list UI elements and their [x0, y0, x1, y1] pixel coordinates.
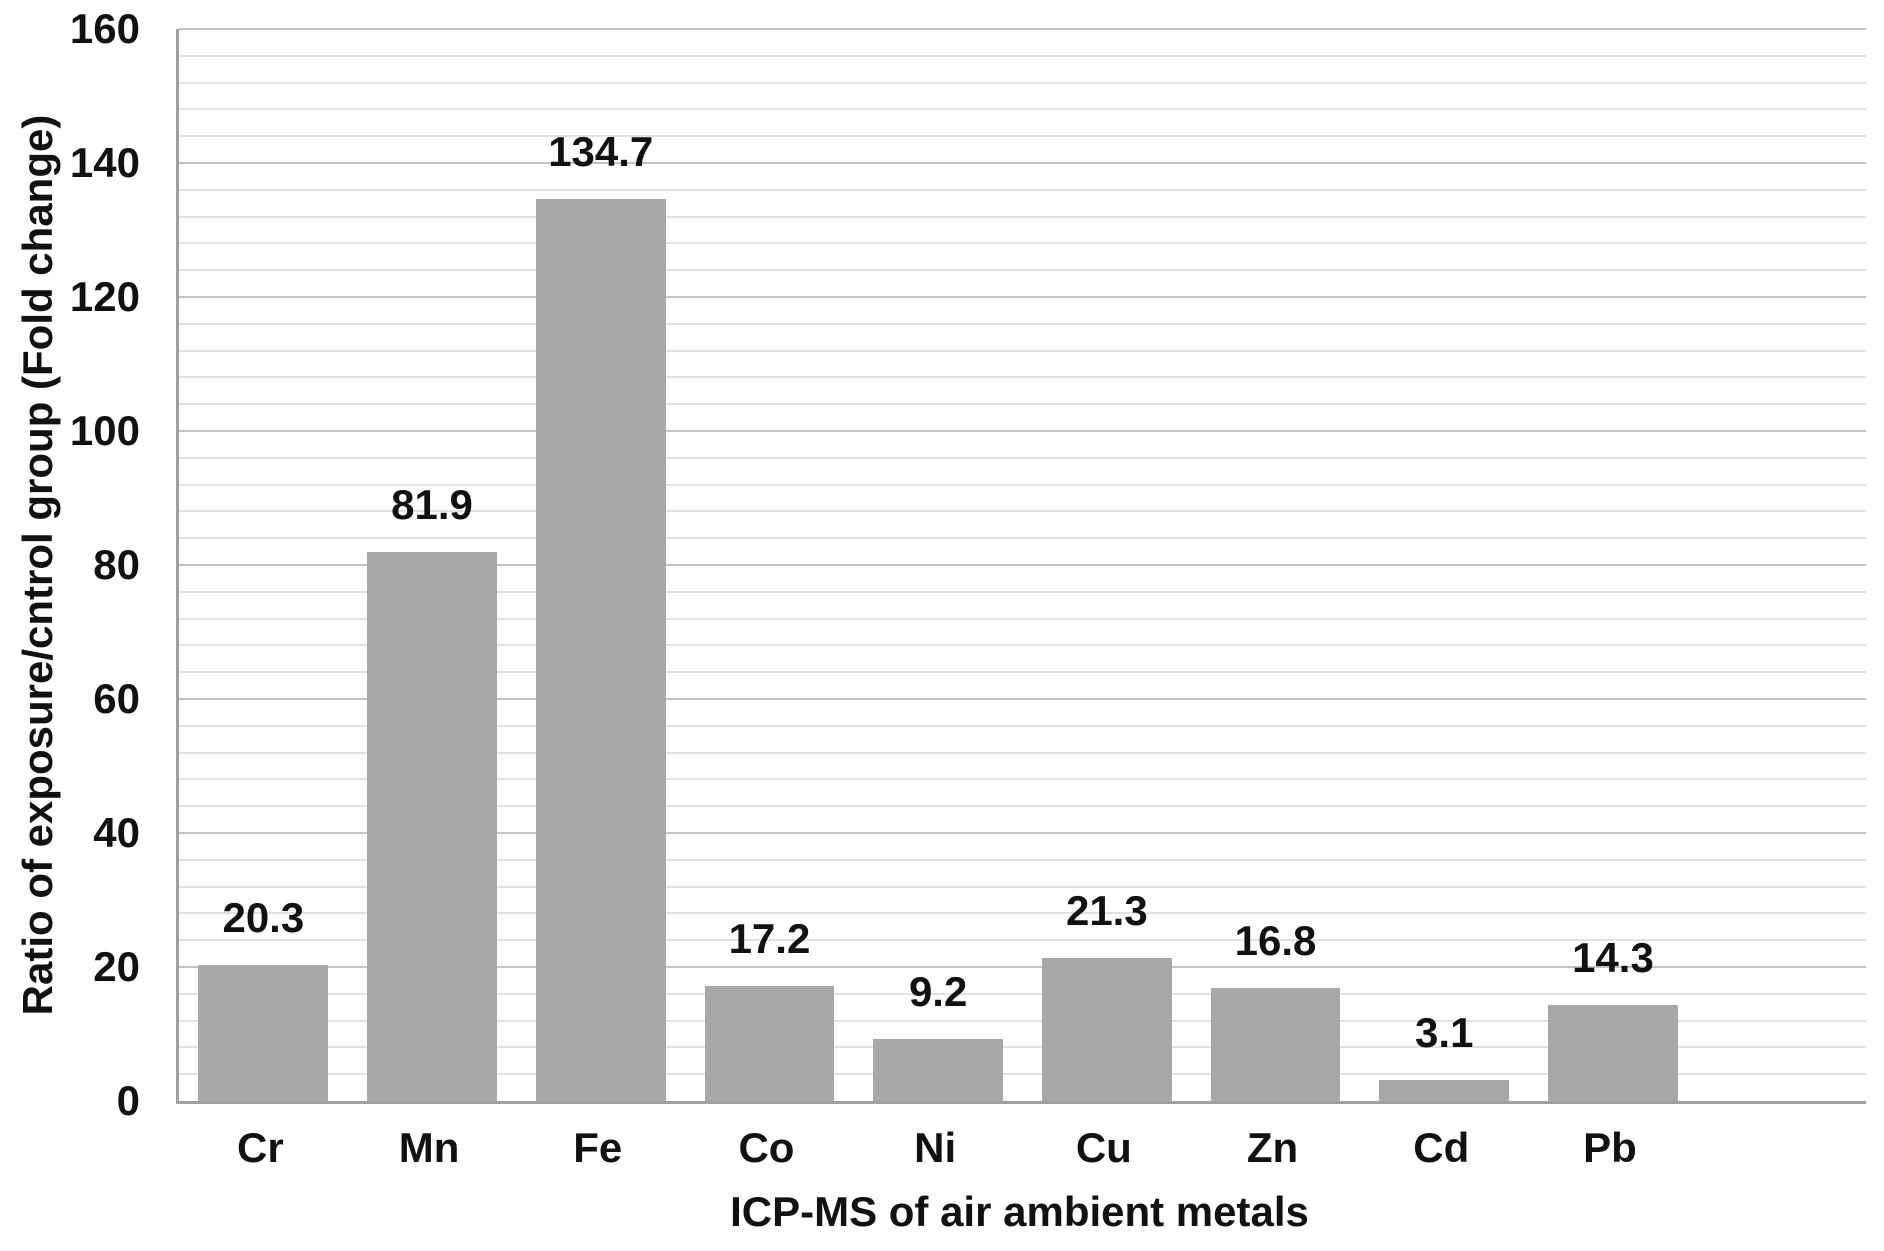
bar-Pb	[1548, 1005, 1678, 1101]
gridline-minor	[179, 188, 1866, 191]
bar-value-label: 16.8	[1234, 917, 1317, 965]
gridline-major	[179, 966, 1866, 968]
gridline-major	[179, 564, 1866, 566]
bar-Fe	[535, 198, 666, 1101]
bar-value-label: 9.2	[908, 968, 968, 1016]
gridline-major	[179, 698, 1866, 700]
gridline-minor	[179, 992, 1866, 995]
gridline-minor	[179, 54, 1866, 57]
x-axis-title: ICP-MS of air ambient metals	[730, 1188, 1309, 1235]
y-tick-label: 0	[116, 1077, 140, 1124]
gridline-minor	[179, 858, 1866, 861]
gridline-minor	[179, 483, 1866, 486]
x-axis-category-labels: Cr Mn Fe Co Ni Cu Zn Cd Pb	[176, 1124, 1863, 1176]
gridline-minor	[179, 671, 1866, 674]
y-tick-label: 140	[69, 139, 140, 186]
x-category-label: Pb	[1583, 1124, 1637, 1171]
gridline-minor	[179, 912, 1866, 915]
gridline-minor	[179, 778, 1866, 781]
x-category-label: Cr	[237, 1124, 284, 1171]
y-tick-label: 20	[93, 943, 140, 990]
x-category-label: Mn	[398, 1124, 460, 1171]
bar-value-label: 14.3	[1572, 934, 1654, 982]
gridline-minor	[179, 81, 1866, 84]
y-axis-tick-labels: 0 20 40 60 80 100 120 140 160	[0, 7, 140, 1123]
gridline-minor	[179, 456, 1866, 459]
x-category-label: Zn	[1246, 1124, 1299, 1171]
gridline-major	[179, 430, 1866, 432]
x-category-label: Ni	[914, 1124, 957, 1171]
bar-Mn	[367, 552, 497, 1101]
gridline-minor	[179, 724, 1866, 727]
y-tick-label: 100	[69, 407, 140, 454]
gridline-minor	[179, 376, 1866, 379]
gridline-major	[179, 296, 1866, 298]
x-category-label: Fe	[573, 1124, 623, 1171]
x-category-label: Cu	[1075, 1124, 1132, 1171]
bar-value-label: 81.9	[391, 481, 473, 529]
gridline-minor	[179, 939, 1866, 942]
gridline-minor	[179, 805, 1866, 808]
gridline-minor	[179, 751, 1866, 754]
gridline-minor	[179, 215, 1866, 218]
bar-Zn	[1210, 988, 1341, 1101]
gridline-minor	[179, 537, 1866, 540]
gridline-minor	[179, 644, 1866, 647]
gridline-minor	[179, 1046, 1866, 1049]
bar-value-label: 3.1	[1415, 1009, 1474, 1057]
gridline-minor	[179, 1073, 1866, 1076]
bar-Cu	[1041, 958, 1172, 1101]
plot-area: 20.3 81.9 134.7 17.2 9.2 21.3 16.8 3.1 14.3	[176, 28, 1866, 1104]
gridline-minor	[179, 242, 1866, 245]
gridline-minor	[179, 885, 1866, 888]
gridline-minor	[179, 322, 1866, 325]
gridline-minor	[179, 269, 1866, 272]
gridline-minor	[179, 1019, 1866, 1022]
x-category-label: Co	[738, 1124, 795, 1171]
gridline-minor	[179, 108, 1866, 111]
y-tick-label: 160	[69, 5, 140, 52]
x-category-label: Cd	[1413, 1124, 1470, 1171]
bar-Cd	[1379, 1080, 1510, 1101]
gridline-minor	[179, 617, 1866, 620]
bar-Ni	[873, 1039, 1004, 1101]
gridline-minor	[179, 403, 1866, 406]
y-tick-label: 120	[69, 273, 140, 320]
bar-value-label: 134.7	[548, 127, 654, 175]
gridline-minor	[179, 590, 1866, 593]
bar-value-label: 17.2	[728, 914, 811, 962]
gridline-major	[179, 162, 1866, 164]
bar-value-label: 21.3	[1065, 887, 1148, 935]
gridline-minor	[179, 135, 1866, 138]
gridline-major	[179, 832, 1866, 834]
gridline-minor	[179, 349, 1866, 352]
y-tick-label: 40	[93, 809, 140, 856]
bar-Cr	[198, 965, 329, 1101]
gridline-minor	[179, 510, 1866, 513]
bar-value-label: 20.3	[222, 894, 305, 941]
gridline-major	[179, 28, 1866, 30]
bar-Co	[704, 985, 835, 1101]
y-tick-label: 60	[93, 675, 140, 722]
y-tick-label: 80	[93, 541, 140, 588]
